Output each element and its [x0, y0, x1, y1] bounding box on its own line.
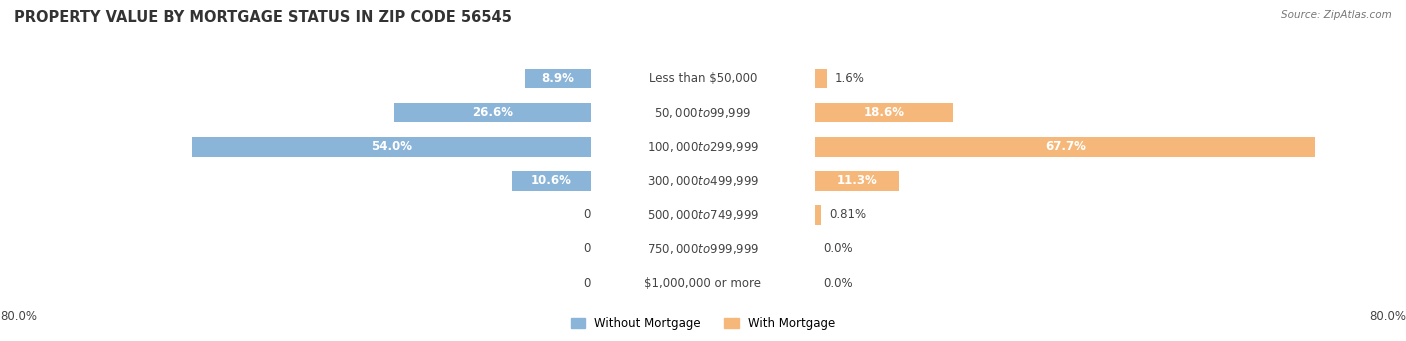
Bar — [815, 137, 1315, 157]
Text: 67.7%: 67.7% — [1045, 140, 1085, 153]
Bar — [591, 198, 1406, 232]
Bar — [0, 130, 815, 164]
Text: 1.6%: 1.6% — [835, 72, 865, 85]
Text: 26.6%: 26.6% — [472, 106, 513, 119]
Bar — [0, 232, 591, 266]
Text: $300,000 to $499,999: $300,000 to $499,999 — [647, 174, 759, 188]
Text: 80.0%: 80.0% — [0, 310, 37, 323]
Bar — [0, 130, 591, 164]
Text: PROPERTY VALUE BY MORTGAGE STATUS IN ZIP CODE 56545: PROPERTY VALUE BY MORTGAGE STATUS IN ZIP… — [14, 10, 512, 25]
Text: 0.81%: 0.81% — [830, 208, 866, 221]
Bar — [815, 171, 898, 191]
Text: 0.0%: 0.0% — [823, 277, 852, 290]
Text: 0.0%: 0.0% — [823, 242, 852, 255]
Text: 18.6%: 18.6% — [863, 106, 904, 119]
Text: 80.0%: 80.0% — [1369, 310, 1406, 323]
Text: $100,000 to $299,999: $100,000 to $299,999 — [647, 139, 759, 154]
Text: 8.9%: 8.9% — [541, 72, 574, 85]
Bar — [591, 266, 1406, 300]
Text: Less than $50,000: Less than $50,000 — [648, 72, 758, 85]
Bar — [591, 130, 1406, 164]
Text: $1,000,000 or more: $1,000,000 or more — [644, 277, 762, 290]
Bar — [0, 266, 815, 300]
Text: Source: ZipAtlas.com: Source: ZipAtlas.com — [1281, 10, 1392, 20]
Bar — [0, 164, 591, 198]
Text: 11.3%: 11.3% — [837, 174, 877, 187]
Text: $500,000 to $749,999: $500,000 to $749,999 — [647, 208, 759, 222]
Text: 54.0%: 54.0% — [371, 140, 412, 153]
Bar — [815, 103, 953, 122]
Bar — [591, 61, 1406, 95]
Bar — [815, 69, 827, 88]
Text: $750,000 to $999,999: $750,000 to $999,999 — [647, 242, 759, 256]
Bar — [0, 61, 591, 95]
Text: $50,000 to $99,999: $50,000 to $99,999 — [654, 105, 752, 120]
Bar — [191, 137, 591, 157]
Bar — [591, 164, 1406, 198]
Bar — [0, 198, 815, 232]
Bar — [0, 95, 591, 130]
Bar — [591, 232, 1406, 266]
Text: 10.6%: 10.6% — [531, 174, 572, 187]
Text: 0.0%: 0.0% — [583, 242, 613, 255]
Bar — [0, 164, 815, 198]
Bar — [524, 69, 591, 88]
Bar — [0, 232, 815, 266]
Bar — [591, 95, 1406, 130]
Bar — [512, 171, 591, 191]
Bar — [0, 95, 815, 130]
Text: 0.0%: 0.0% — [583, 208, 613, 221]
Text: 0.0%: 0.0% — [583, 277, 613, 290]
Bar — [0, 198, 591, 232]
Bar — [815, 205, 821, 225]
Bar — [0, 61, 815, 95]
Bar — [0, 266, 591, 300]
Bar — [394, 103, 591, 122]
Legend: Without Mortgage, With Mortgage: Without Mortgage, With Mortgage — [567, 313, 839, 335]
